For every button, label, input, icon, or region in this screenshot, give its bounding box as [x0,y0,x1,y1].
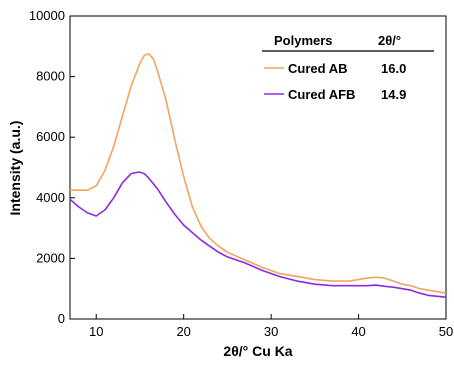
x-tick-label: 20 [176,324,190,339]
y-tick-label: 2000 [36,250,65,265]
legend-header-value: 2θ/° [378,33,401,48]
legend: Polymers 2θ/° Cured AB 16.0 Cured AFB 14… [262,33,434,102]
legend-label-cured-afb: Cured AFB [288,87,355,102]
y-tick-label: 4000 [36,190,65,205]
y-tick-label: 0 [58,311,65,326]
x-tick-label: 40 [351,324,365,339]
series-line-cured-afb [69,171,447,298]
legend-label-cured-ab: Cured AB [288,61,347,76]
x-tick-label: 30 [264,324,278,339]
series-line-cured-ab [70,53,447,294]
y-tick-label: 6000 [36,129,65,144]
x-tick-label: 50 [439,324,453,339]
legend-header-name: Polymers [274,33,333,48]
plot-frame [69,15,447,320]
x-tick-label: 10 [89,324,103,339]
legend-value-cured-afb: 14.9 [381,87,406,102]
series-lines [69,53,447,298]
x-axis-title: 2θ/° Cu Ka [223,343,292,359]
axis-ticks: 10 20 30 40 50 0 2000 4000 6000 8000 10000 [29,8,453,339]
y-tick-label: 10000 [29,8,65,23]
legend-value-cured-ab: 16.0 [381,61,406,76]
y-axis-title: Intensity (a.u.) [7,121,23,216]
y-tick-label: 8000 [36,69,65,84]
